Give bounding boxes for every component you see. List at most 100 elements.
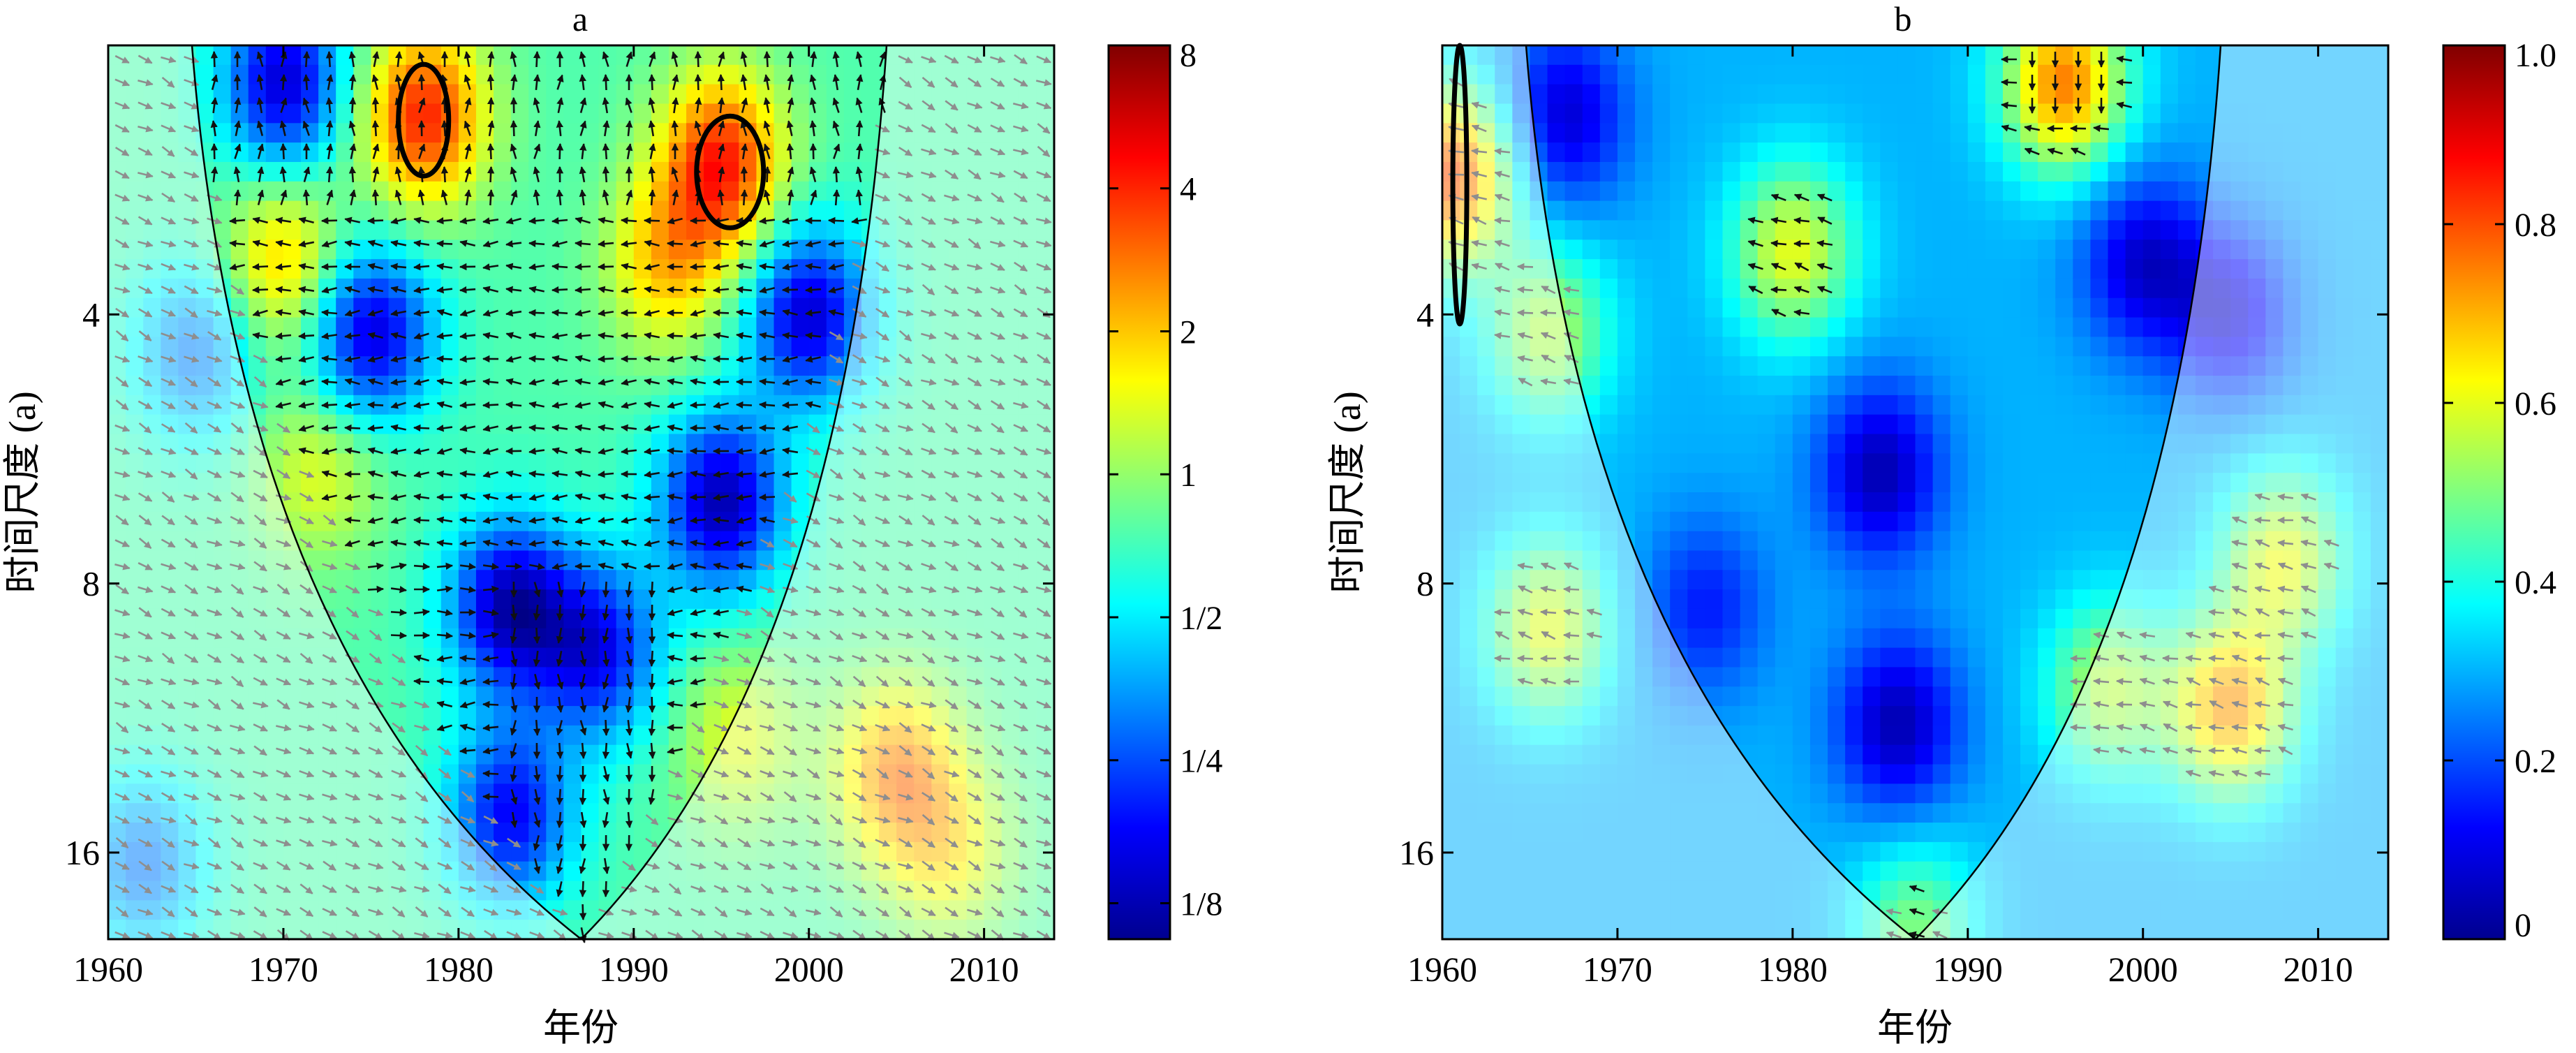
- heatmap-cell: [406, 589, 424, 610]
- colorbar: [1107, 44, 1171, 941]
- heatmap-cell: [1652, 434, 1671, 455]
- heatmap-cell: [1740, 259, 1759, 279]
- heatmap-cell: [686, 531, 704, 552]
- heatmap-cell: [651, 686, 669, 707]
- heatmap-cell: [686, 220, 704, 241]
- heatmap-cell: [195, 706, 214, 726]
- heatmap-cell: [808, 297, 827, 318]
- heatmap-cell: [161, 706, 179, 726]
- heatmap-cell: [423, 453, 442, 473]
- heatmap-cell: [546, 103, 565, 124]
- heatmap-cell: [1617, 473, 1636, 493]
- heatmap-cell: [1705, 317, 1724, 338]
- heatmap-cell: [494, 492, 512, 513]
- heatmap-cell: [494, 783, 512, 804]
- heatmap-cell: [1635, 414, 1653, 435]
- phase-arrow: [597, 355, 614, 363]
- heatmap-cell: [773, 278, 792, 299]
- heatmap-cell: [1687, 608, 1706, 629]
- heatmap-cell: [861, 84, 880, 105]
- heatmap-cell: [1564, 259, 1583, 279]
- heatmap-cell: [511, 453, 530, 473]
- heatmap-cell: [633, 220, 652, 241]
- heatmap-cell: [511, 337, 530, 358]
- heatmap-cell: [598, 337, 617, 358]
- phase-arrow: [758, 493, 776, 501]
- heatmap-cell: [406, 337, 424, 358]
- heatmap-cell: [195, 473, 214, 493]
- heatmap-cell: [458, 744, 477, 765]
- heatmap-cell: [336, 259, 355, 279]
- heatmap-cell: [651, 667, 669, 688]
- heatmap-cell: [1599, 161, 1618, 182]
- heatmap-cell: [283, 317, 302, 338]
- heatmap-cell: [1547, 84, 1566, 105]
- heatmap-cell: [1617, 356, 1636, 376]
- heatmap-cell: [1687, 356, 1706, 376]
- heatmap-cell: [494, 414, 512, 435]
- heatmap-cell: [213, 161, 232, 182]
- heatmap-cell: [388, 453, 407, 473]
- phase-arrow: [487, 73, 495, 91]
- heatmap-cell: [616, 317, 635, 338]
- heatmap-cell: [1740, 511, 1759, 532]
- heatmap-cell: [1757, 220, 1776, 241]
- phase-arrow: [832, 189, 841, 206]
- heatmap-cell: [406, 531, 424, 552]
- heatmap-cell: [126, 317, 144, 338]
- heatmap-cell: [248, 103, 267, 124]
- heatmap-cell: [651, 589, 669, 610]
- heatmap-cell: [546, 259, 565, 279]
- heatmap-cell: [441, 589, 459, 610]
- heatmap-cell: [301, 181, 319, 202]
- heatmap-cell: [213, 142, 232, 163]
- heatmap-cell: [195, 589, 214, 610]
- heatmap-cell: [633, 473, 652, 493]
- heatmap-cell: [1757, 395, 1776, 415]
- heatmap-cell: [161, 453, 179, 473]
- heatmap-cell: [283, 123, 302, 143]
- heatmap-cell: [494, 200, 512, 221]
- heatmap-cell: [494, 181, 512, 202]
- heatmap-cell: [406, 259, 424, 279]
- heatmap-cell: [1635, 492, 1653, 513]
- heatmap-cell: [1564, 181, 1583, 202]
- heatmap-cell: [616, 337, 635, 358]
- heatmap-cell: [441, 259, 459, 279]
- heatmap-cell: [1705, 667, 1724, 688]
- heatmap-cell: [494, 531, 512, 552]
- heatmap-cell: [248, 181, 267, 202]
- heatmap-cell: [283, 45, 302, 66]
- heatmap-cell: [581, 337, 600, 358]
- heatmap-cell: [686, 589, 704, 610]
- heatmap-cell: [1740, 550, 1759, 571]
- heatmap-cell: [371, 376, 390, 396]
- heatmap-cell: [651, 473, 669, 493]
- heatmap-cell: [633, 628, 652, 649]
- heatmap-cell: [371, 531, 390, 552]
- phase-arrow: [717, 73, 725, 91]
- heatmap-cell: [686, 297, 704, 318]
- heatmap-cell: [441, 240, 459, 260]
- heatmap-cell: [633, 511, 652, 532]
- heatmap-cell: [301, 453, 319, 473]
- heatmap-cell: [336, 550, 355, 571]
- heatmap-cell: [494, 45, 512, 66]
- heatmap-cell: [808, 181, 827, 202]
- heatmap-cell: [283, 414, 302, 435]
- heatmap-cell: [1722, 395, 1741, 415]
- heatmap-cell: [265, 414, 284, 435]
- heatmap-cell: [1740, 414, 1759, 435]
- heatmap-cell: [739, 473, 757, 493]
- heatmap-cell: [248, 123, 267, 143]
- y-tick-label: 4: [82, 295, 100, 334]
- heatmap-cell: [1582, 45, 1601, 66]
- heatmap-cell: [336, 181, 355, 202]
- heatmap-cell: [1635, 142, 1653, 163]
- heatmap-cell: [773, 453, 792, 473]
- heatmap-cell: [353, 240, 372, 260]
- heatmap-cell: [668, 45, 687, 66]
- heatmap-cell: [1687, 511, 1706, 532]
- heatmap-cell: [528, 531, 547, 552]
- heatmap-cell: [1599, 240, 1618, 260]
